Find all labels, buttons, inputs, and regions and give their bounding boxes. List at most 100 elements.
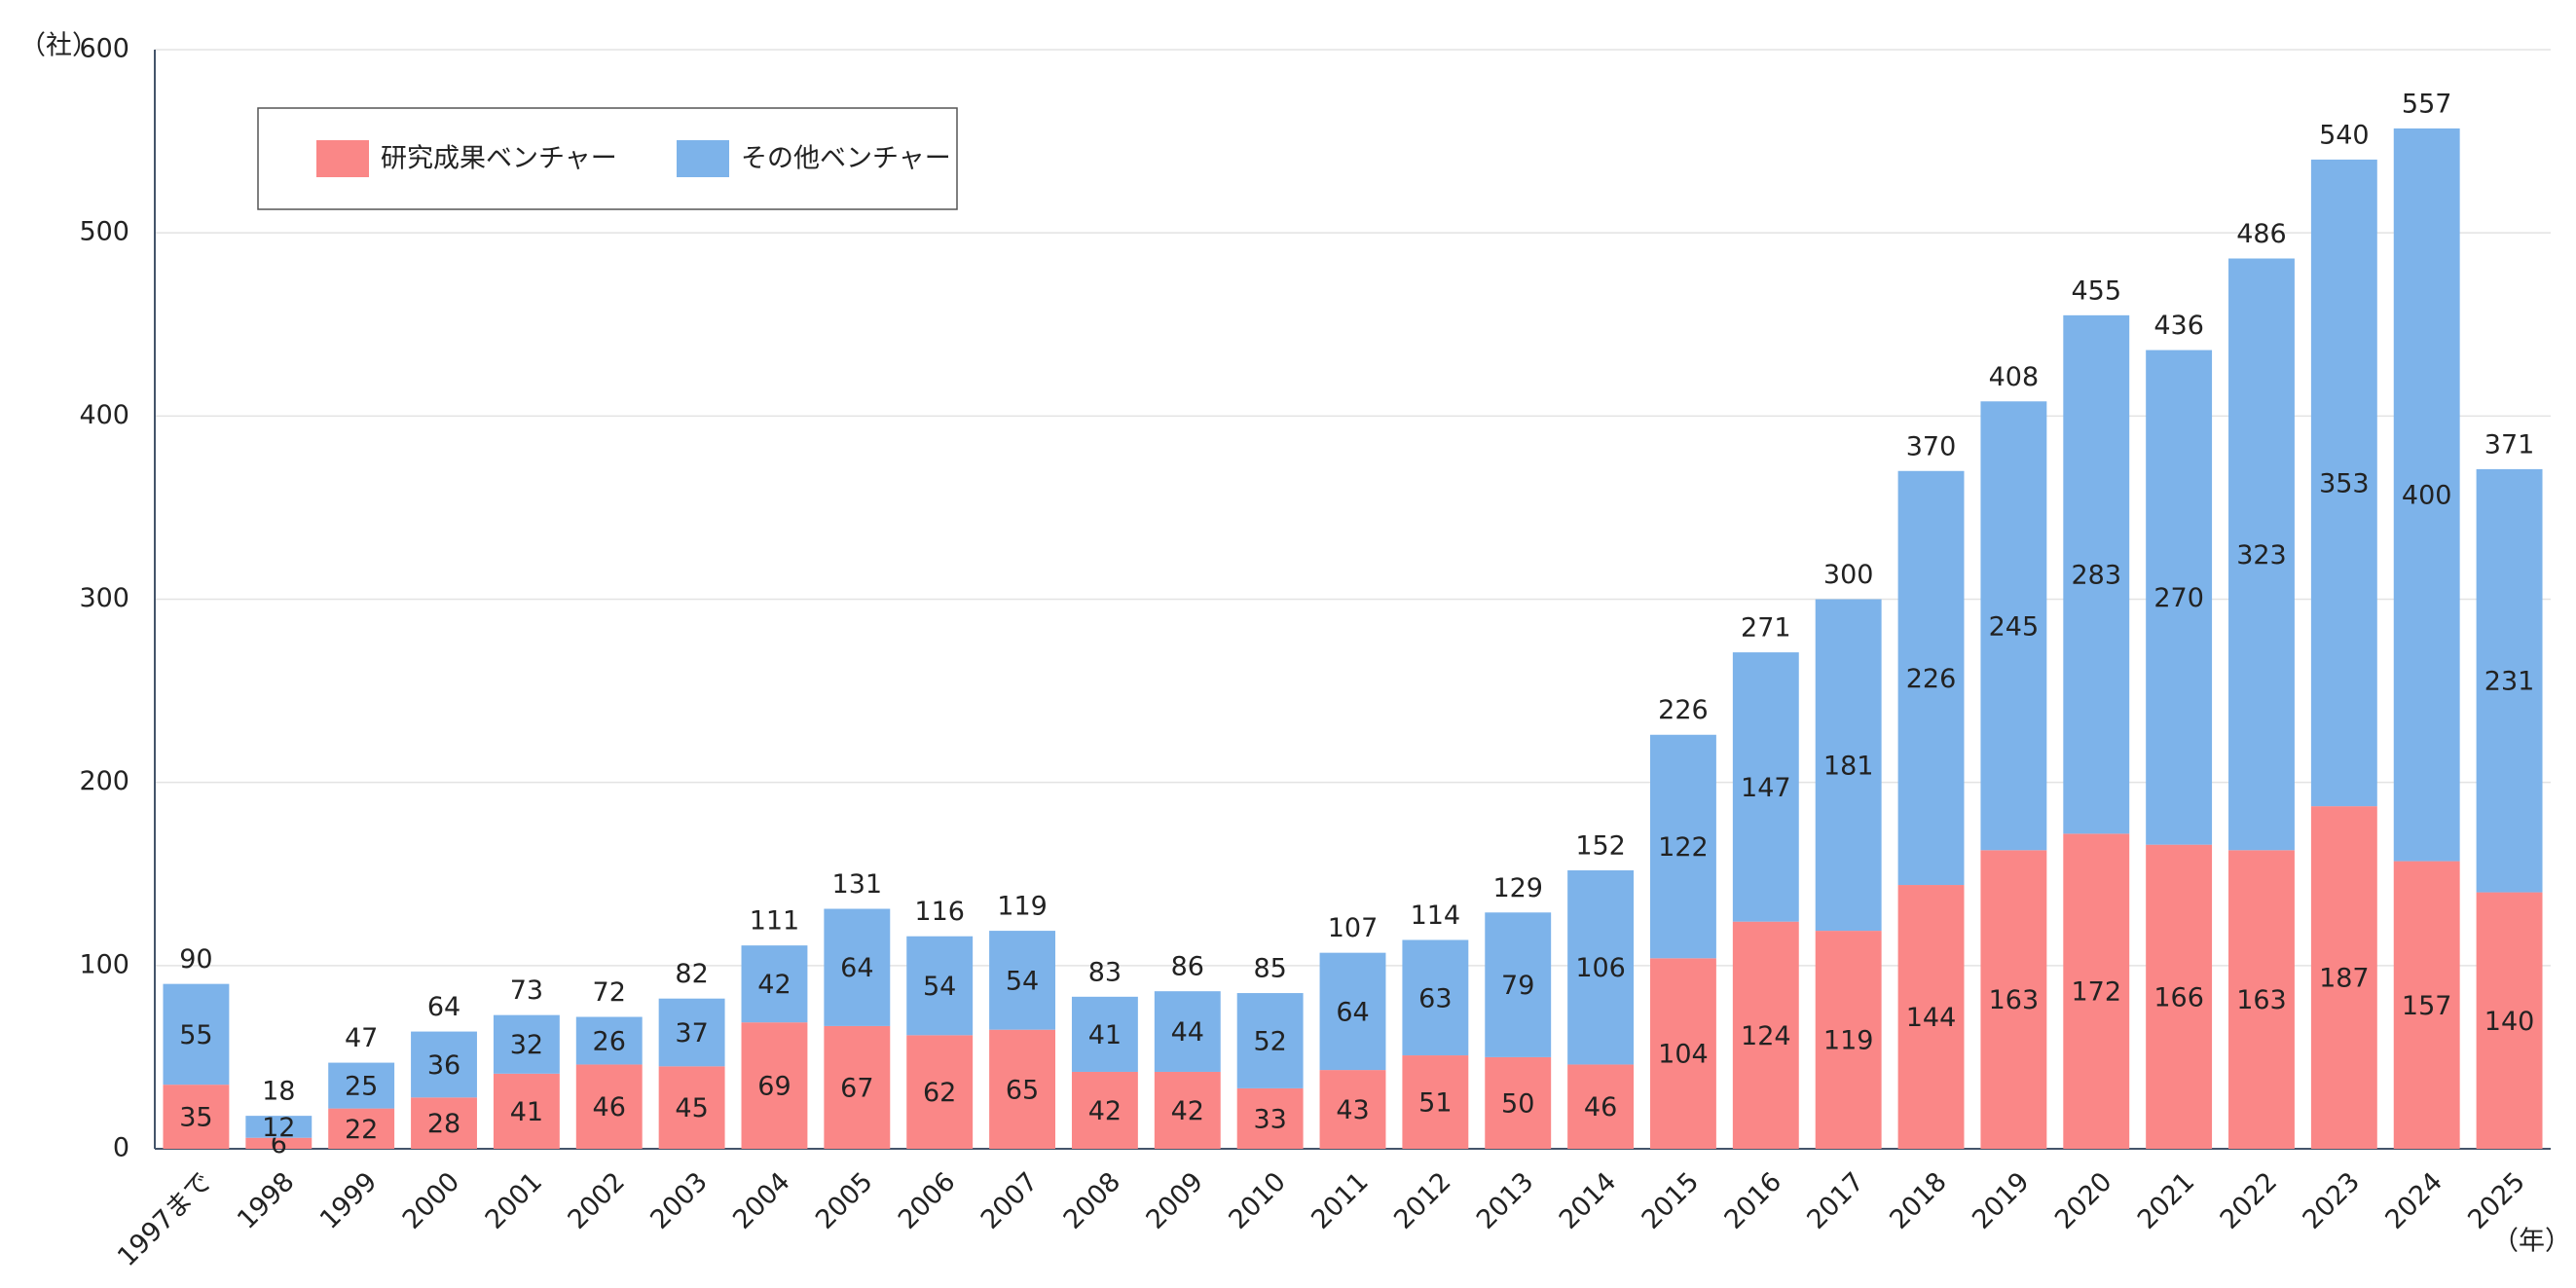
bar-segment bbox=[1154, 991, 1221, 1072]
data-label: 69 bbox=[757, 1072, 791, 1102]
bar-segment bbox=[1154, 1071, 1221, 1149]
data-label: 245 bbox=[1989, 611, 2040, 642]
total-label: 114 bbox=[1411, 901, 1461, 931]
total-label: 152 bbox=[1575, 830, 1626, 861]
bar-segment bbox=[1567, 869, 1635, 1065]
data-label: 65 bbox=[1006, 1075, 1039, 1105]
x-tick-label: 2010 bbox=[1223, 1166, 1292, 1235]
data-label: 64 bbox=[1336, 997, 1369, 1027]
legend-label: 研究成果ベンチャー bbox=[381, 144, 617, 174]
x-tick-label: 2022 bbox=[2215, 1166, 2284, 1235]
x-tick-label: 1998 bbox=[232, 1166, 301, 1235]
total-label: 111 bbox=[750, 906, 800, 937]
data-label: 25 bbox=[345, 1072, 378, 1102]
bar-segment bbox=[328, 1108, 395, 1149]
data-label: 172 bbox=[2071, 977, 2121, 1008]
bar-segment bbox=[1732, 921, 1799, 1149]
bar-segment bbox=[1402, 1055, 1469, 1149]
x-tick-label: 2015 bbox=[1637, 1166, 1706, 1235]
total-label: 271 bbox=[1741, 613, 1791, 644]
bar-segment bbox=[2146, 844, 2213, 1149]
data-label: 157 bbox=[2402, 991, 2452, 1021]
data-label: 44 bbox=[1171, 1017, 1204, 1048]
x-tick-label: 2005 bbox=[810, 1166, 879, 1235]
bar-segment bbox=[1897, 885, 1965, 1149]
x-tick-label: 2024 bbox=[2379, 1166, 2448, 1235]
data-label: 55 bbox=[179, 1020, 212, 1050]
total-label: 73 bbox=[510, 975, 543, 1006]
total-label: 370 bbox=[1906, 431, 1957, 461]
bar-segment bbox=[1319, 1070, 1386, 1149]
bar-segment bbox=[1567, 1064, 1635, 1149]
data-label: 12 bbox=[262, 1113, 295, 1143]
data-label: 63 bbox=[1418, 983, 1452, 1013]
total-label: 486 bbox=[2236, 219, 2287, 249]
data-label: 104 bbox=[1658, 1040, 1709, 1070]
bar-segment bbox=[2310, 159, 2377, 807]
data-label: 119 bbox=[1823, 1026, 1874, 1056]
data-label: 43 bbox=[1336, 1095, 1369, 1125]
y-tick-label: 200 bbox=[79, 766, 129, 796]
bar-segment bbox=[2228, 258, 2295, 851]
x-tick-label: 2003 bbox=[644, 1166, 714, 1235]
y-tick-label: 0 bbox=[113, 1133, 129, 1163]
x-tick-label: 1999 bbox=[314, 1166, 384, 1235]
bar-segment bbox=[906, 936, 974, 1036]
data-label: 46 bbox=[1584, 1092, 1617, 1122]
data-label: 32 bbox=[510, 1030, 543, 1060]
y-tick-label: 500 bbox=[79, 217, 129, 247]
data-label: 41 bbox=[1088, 1020, 1122, 1050]
total-label: 18 bbox=[262, 1077, 295, 1107]
total-label: 226 bbox=[1658, 695, 1709, 725]
legend-swatch bbox=[316, 140, 369, 177]
bar-segment bbox=[328, 1062, 395, 1109]
y-axis-label: （社） bbox=[19, 31, 98, 61]
bar-segment bbox=[824, 908, 891, 1026]
data-label: 46 bbox=[593, 1092, 626, 1122]
data-label: 124 bbox=[1741, 1021, 1791, 1051]
x-tick-label: 2007 bbox=[975, 1166, 1045, 1235]
bar-segment bbox=[1485, 1056, 1552, 1149]
x-tick-label: 2009 bbox=[1141, 1166, 1210, 1235]
data-label: 28 bbox=[427, 1109, 460, 1139]
bar-segment bbox=[1980, 401, 2047, 851]
bar-segment bbox=[1402, 939, 1469, 1056]
total-label: 455 bbox=[2071, 276, 2121, 306]
data-label: 231 bbox=[2484, 667, 2535, 697]
data-label: 62 bbox=[923, 1078, 956, 1108]
data-label: 270 bbox=[2153, 583, 2204, 613]
bar-segment bbox=[2146, 350, 2213, 845]
bar-segment bbox=[493, 1014, 560, 1074]
bar-segment bbox=[245, 1137, 313, 1149]
data-label: 353 bbox=[2319, 469, 2370, 499]
bar-segment bbox=[411, 1097, 477, 1149]
bar-segment bbox=[1815, 599, 1882, 932]
bar-segment bbox=[1650, 958, 1716, 1149]
data-label: 226 bbox=[1906, 664, 1957, 694]
data-label: 37 bbox=[675, 1018, 708, 1049]
bar-segment bbox=[1071, 996, 1138, 1072]
bar-segment bbox=[1815, 931, 1882, 1149]
data-label: 400 bbox=[2402, 481, 2452, 511]
total-label: 131 bbox=[832, 869, 883, 900]
bar-segment bbox=[1236, 993, 1304, 1088]
legend-box bbox=[257, 107, 958, 210]
total-label: 47 bbox=[345, 1023, 378, 1053]
total-label: 107 bbox=[1328, 913, 1379, 943]
total-label: 85 bbox=[1253, 954, 1286, 984]
total-label: 408 bbox=[1989, 362, 2040, 392]
bar-segment bbox=[575, 1064, 643, 1149]
data-label: 147 bbox=[1741, 773, 1791, 803]
legend-swatch bbox=[677, 140, 729, 177]
data-label: 45 bbox=[675, 1093, 708, 1123]
data-label: 54 bbox=[1006, 966, 1039, 996]
bar-segment bbox=[1650, 734, 1716, 959]
x-tick-label: 2004 bbox=[727, 1166, 796, 1235]
data-label: 52 bbox=[1253, 1026, 1286, 1056]
data-label: 64 bbox=[840, 953, 873, 983]
bar-segment bbox=[989, 931, 1055, 1030]
bar-segment bbox=[2393, 128, 2460, 862]
data-label: 181 bbox=[1823, 751, 1874, 781]
x-tick-label: 2012 bbox=[1388, 1166, 1457, 1235]
legend-label: その他ベンチャー bbox=[741, 144, 951, 174]
